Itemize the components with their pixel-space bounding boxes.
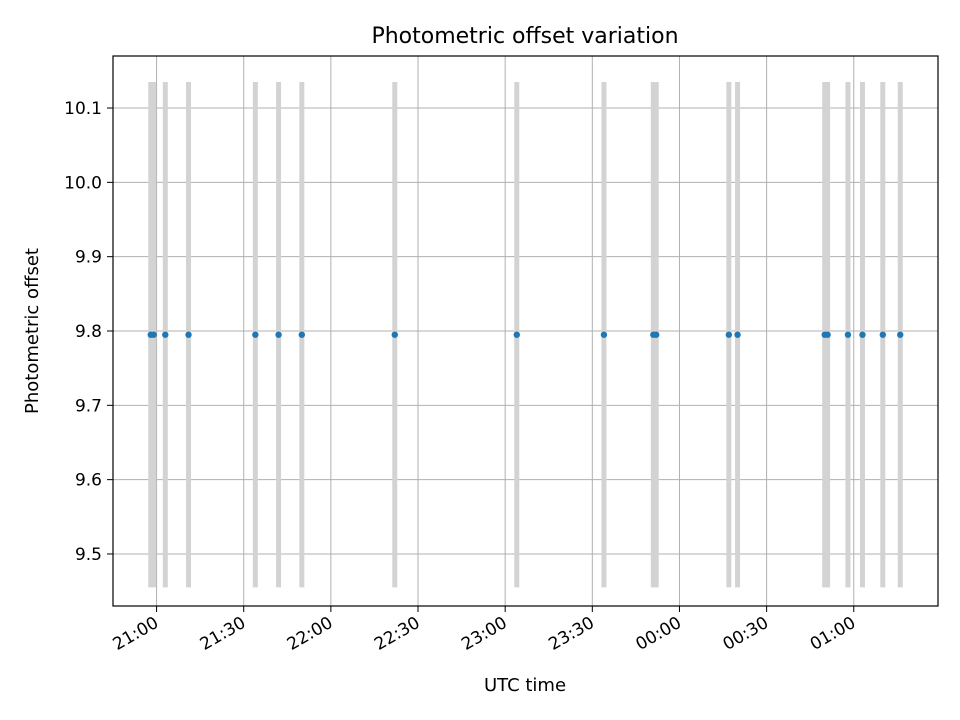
data-points <box>147 331 904 338</box>
data-point <box>513 331 520 338</box>
data-point <box>298 331 306 338</box>
data-point <box>824 331 831 338</box>
data-point <box>734 331 741 338</box>
y-tick-label: 9.9 <box>75 248 102 268</box>
x-axis-label: UTC time <box>484 675 566 696</box>
y-tick-label: 9.5 <box>75 545 102 565</box>
y-tick-label: 10.1 <box>64 99 102 119</box>
data-point <box>653 331 660 338</box>
data-point <box>252 331 259 338</box>
data-point <box>725 331 733 338</box>
grid <box>113 56 938 606</box>
data-point <box>600 331 608 338</box>
chart-title: Photometric offset variation <box>371 24 678 49</box>
data-point <box>391 331 398 338</box>
data-point <box>275 331 282 338</box>
y-tick-label: 10.0 <box>64 173 102 193</box>
data-point <box>879 331 887 338</box>
data-point <box>859 331 866 338</box>
data-point <box>844 331 852 338</box>
y-tick-label: 9.6 <box>75 471 102 491</box>
data-point <box>150 331 157 338</box>
y-axis-label: Photometric offset <box>22 248 43 414</box>
data-point <box>897 331 904 338</box>
y-tick-label: 9.7 <box>75 396 102 416</box>
data-point <box>185 331 192 338</box>
y-axis-ticks: 9.5 9.6 9.7 9.8 9.9 10.0 10.1 <box>64 99 113 565</box>
data-point <box>162 331 169 338</box>
y-tick-label: 9.8 <box>75 322 102 342</box>
